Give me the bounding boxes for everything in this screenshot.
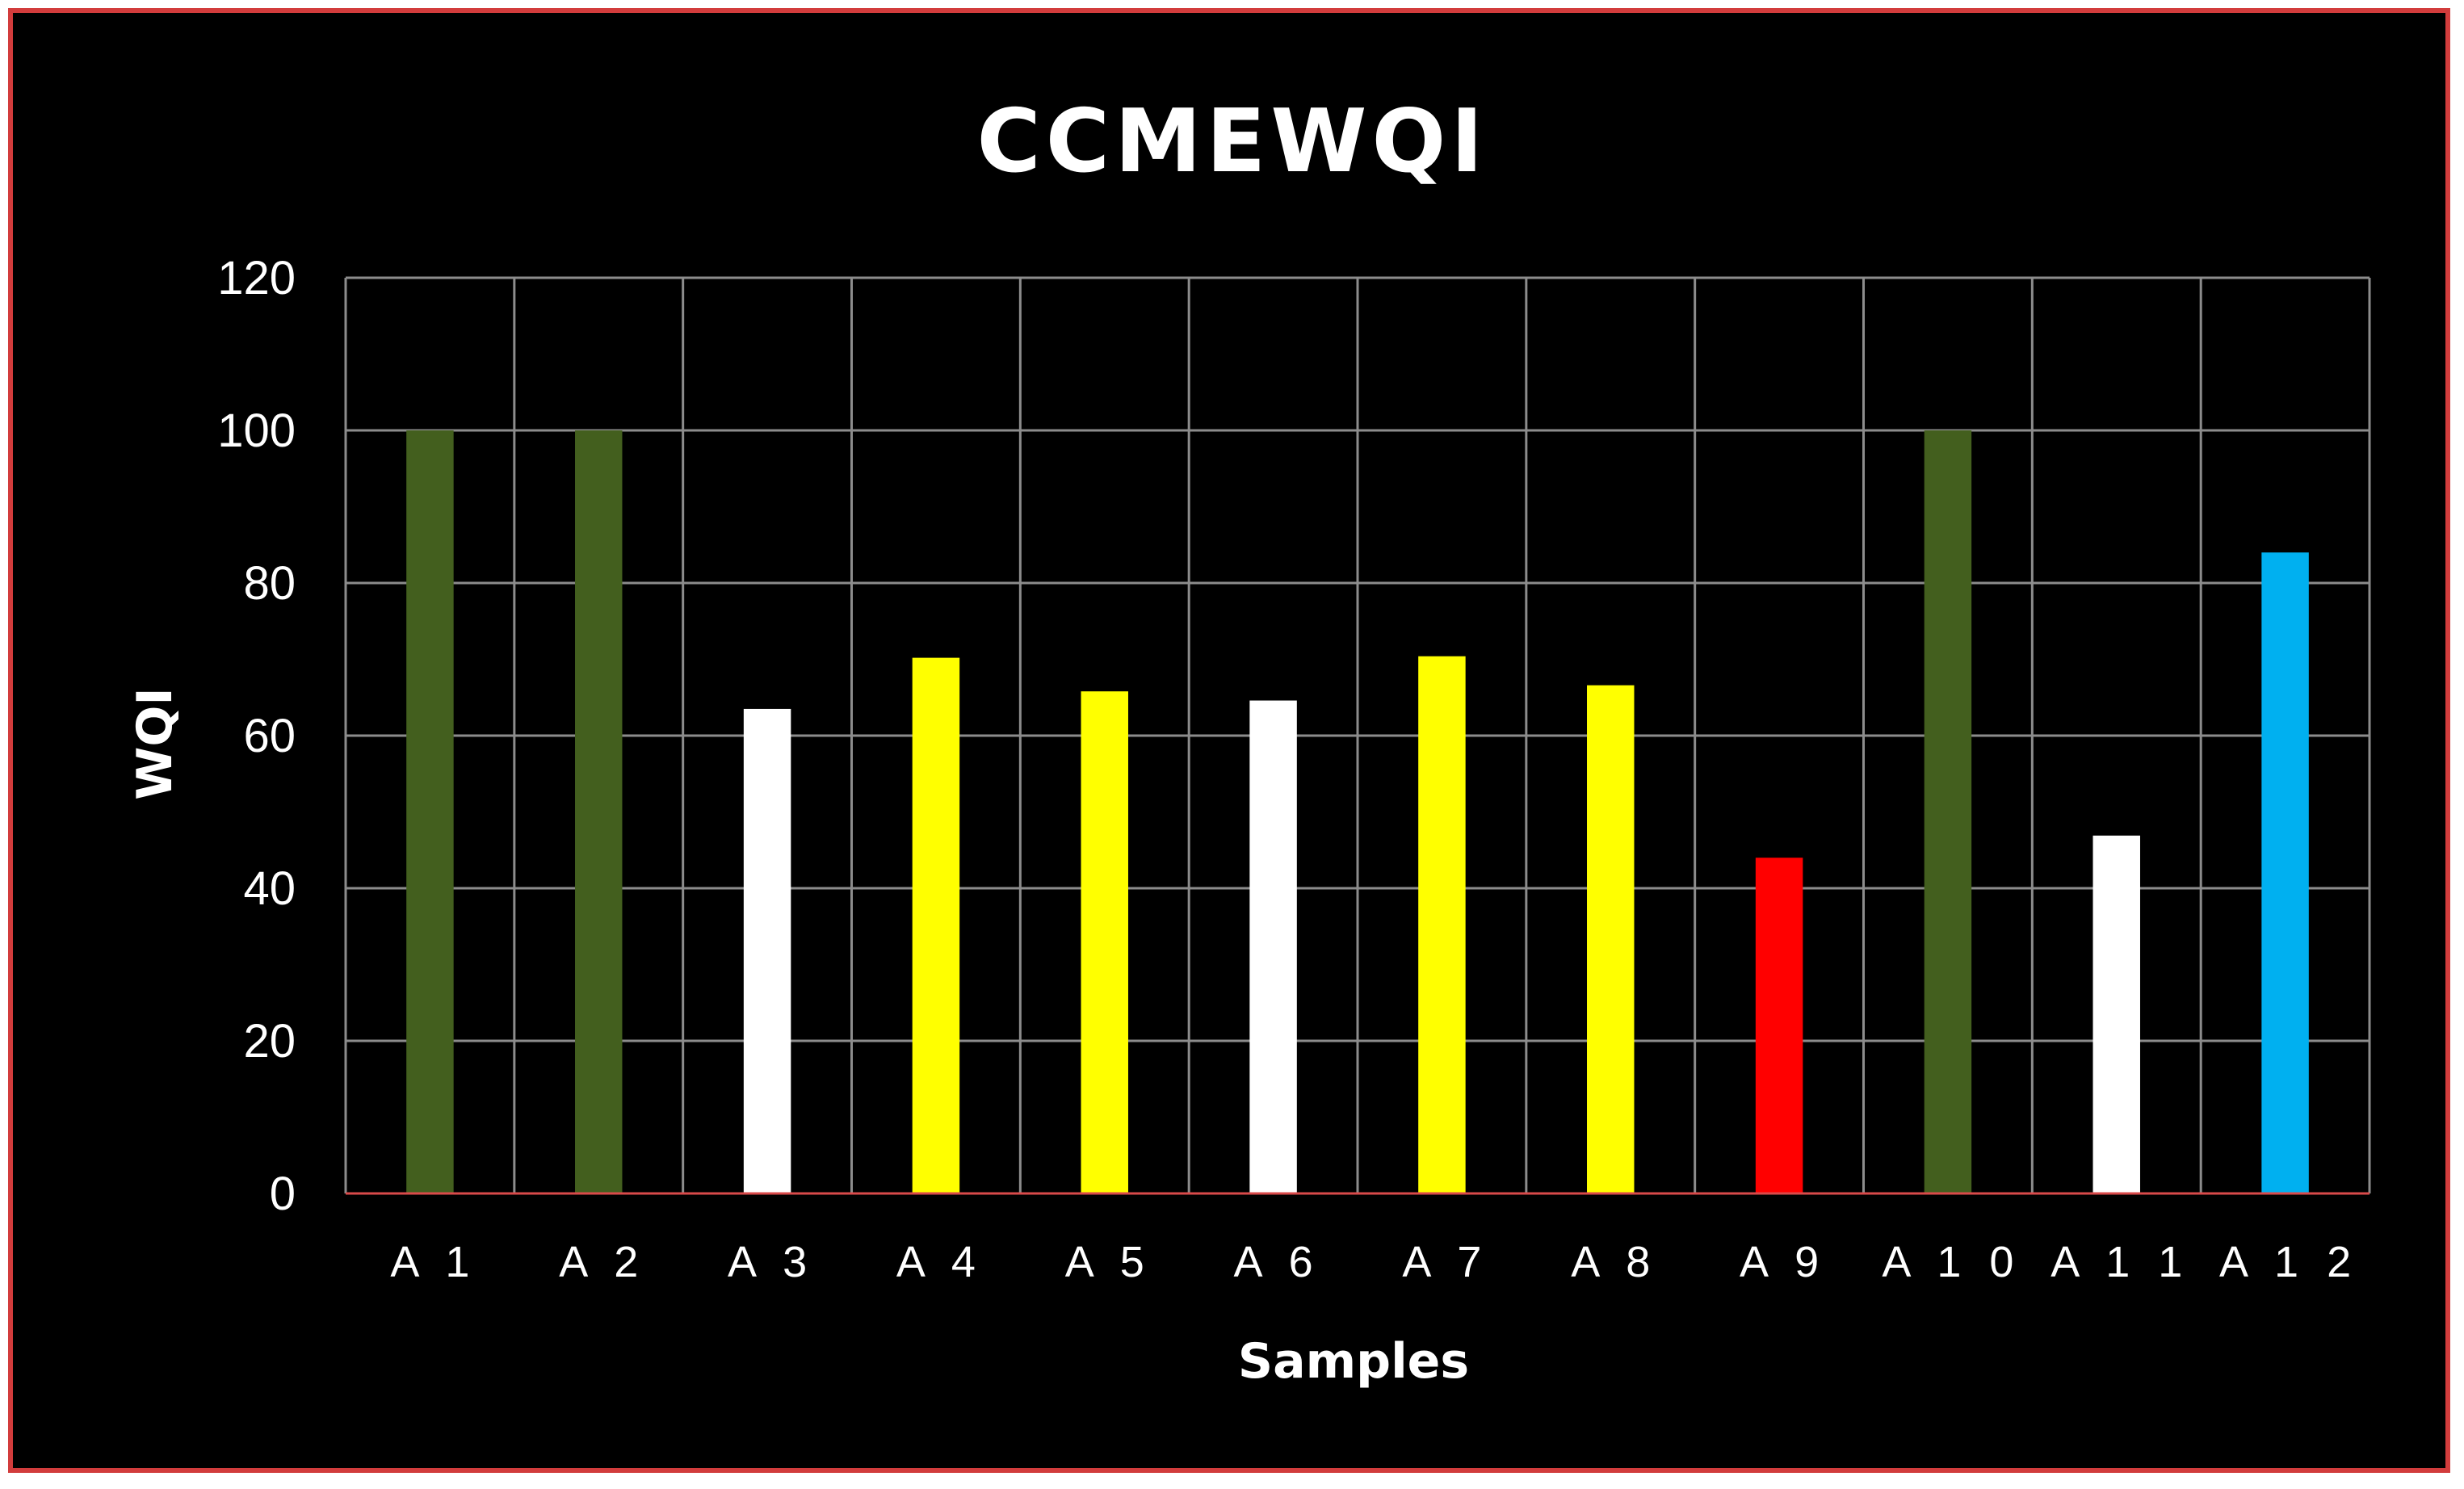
x-tick-label: A 6	[1234, 1238, 1321, 1286]
bar	[1418, 656, 1466, 1193]
x-tick-label: A 3	[728, 1238, 815, 1286]
y-tick-label: 40	[243, 862, 296, 915]
y-tick-label: 100	[217, 405, 296, 457]
x-tick-label: A 1 1	[2051, 1238, 2190, 1286]
y-tick-label: 80	[243, 557, 296, 610]
x-tick-label: A 1 2	[2219, 1238, 2359, 1286]
x-tick-label: A 2	[559, 1238, 646, 1286]
y-tick-label: 60	[243, 710, 296, 762]
x-axis-title: Samples	[1238, 1333, 1469, 1390]
x-axis-categories: A 1 A 2 A 3 A 4 A 5 A 6 A 7 A 8 A 9 A 1 0 A 1 1 A 1…	[390, 1238, 2359, 1286]
y-axis-title: WQI	[127, 687, 183, 800]
bar	[575, 430, 623, 1193]
x-tick-label: A 7	[1402, 1238, 1489, 1286]
x-tick-label: A 4	[896, 1238, 984, 1286]
x-tick-label: A 1 0	[1882, 1238, 2021, 1286]
bar	[1755, 858, 1803, 1193]
y-axis-ticks: 0 20 40 60 80 100 120	[217, 252, 296, 1220]
bar	[1924, 430, 1972, 1193]
bar	[2093, 835, 2140, 1193]
bar	[2261, 552, 2309, 1193]
y-tick-label: 0	[270, 1168, 296, 1220]
bar	[743, 708, 791, 1193]
bar	[1081, 691, 1128, 1193]
y-tick-label: 120	[217, 252, 296, 304]
bar	[406, 430, 454, 1193]
x-tick-label: A 1	[390, 1238, 477, 1286]
bar	[912, 657, 960, 1193]
gridlines	[344, 276, 2371, 1193]
bars	[406, 430, 2309, 1193]
chart-title: CCMEWQI	[977, 91, 1488, 192]
x-tick-label: A 5	[1065, 1238, 1152, 1286]
y-tick-label: 20	[243, 1015, 296, 1067]
x-tick-label: A 9	[1740, 1238, 1827, 1286]
bar	[1587, 685, 1635, 1193]
bar	[1249, 700, 1297, 1193]
x-tick-label: A 8	[1571, 1238, 1658, 1286]
